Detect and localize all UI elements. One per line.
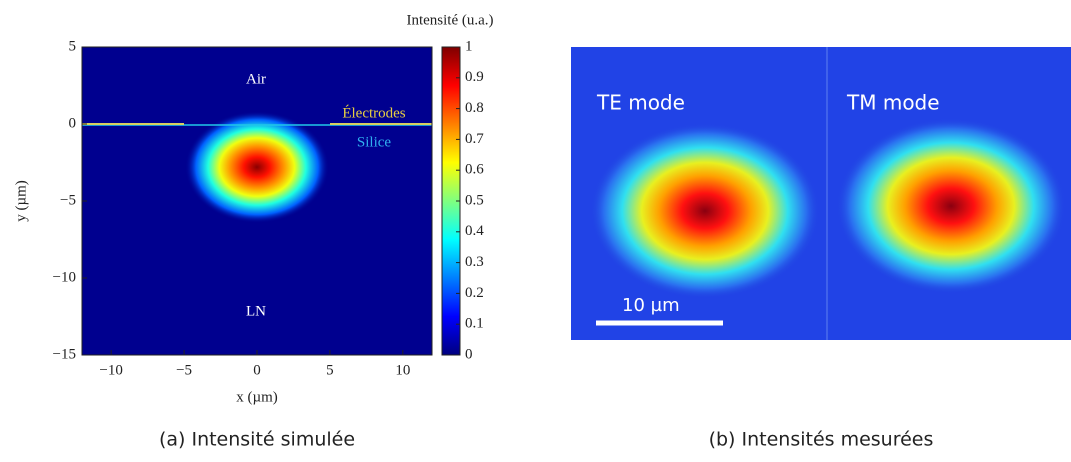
colorbar-tick-label: 0 xyxy=(465,346,473,362)
colorbar-label: Intensité (u.a.) xyxy=(406,12,493,28)
colorbar-tick-label: 0.4 xyxy=(465,223,484,239)
y-tick-label: −15 xyxy=(53,346,76,362)
x-tick-label: 10 xyxy=(395,362,410,378)
x-tick-label: −5 xyxy=(176,362,192,378)
caption: (a) Intensité simulée xyxy=(159,429,355,451)
panel-label: TM mode xyxy=(846,91,940,115)
colorbar-tick-label: 0.2 xyxy=(465,285,484,301)
y-tick-label: 5 xyxy=(69,38,77,54)
y-axis-label: y (µm) xyxy=(13,180,29,222)
x-tick-label: 0 xyxy=(253,362,261,378)
colorbar-tick-label: 0.1 xyxy=(465,316,484,332)
colorbar-tick-label: 0.5 xyxy=(465,192,484,208)
scale-bar-label: 10 µm xyxy=(622,295,680,316)
annotation: Air xyxy=(246,71,266,87)
y-tick-label: −10 xyxy=(53,269,76,285)
colorbar-tick-label: 0.7 xyxy=(465,131,484,147)
panel-label: TE mode xyxy=(596,91,685,115)
measured-spot xyxy=(590,123,820,299)
annotation: LN xyxy=(246,303,266,319)
caption: (b) Intensités mesurées xyxy=(709,429,934,451)
colorbar-tick-label: 1 xyxy=(465,38,473,54)
x-axis-label: x (µm) xyxy=(236,389,278,405)
y-tick-label: −5 xyxy=(60,192,76,208)
colorbar-tick-label: 0.8 xyxy=(465,100,484,116)
colorbar-tick-label: 0.3 xyxy=(465,254,484,270)
measured-spot xyxy=(836,118,1066,294)
annotation: Électrodes xyxy=(342,104,405,121)
mode-intensity xyxy=(185,111,329,224)
x-tick-label: −10 xyxy=(99,362,122,378)
colorbar-tick-label: 0.9 xyxy=(465,69,484,85)
x-tick-label: 5 xyxy=(326,362,334,378)
colorbar-tick-label: 0.6 xyxy=(465,162,484,178)
y-tick-label: 0 xyxy=(69,115,77,131)
annotation: Silice xyxy=(357,134,392,150)
